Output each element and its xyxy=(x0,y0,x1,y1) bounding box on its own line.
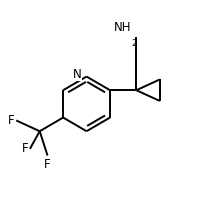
Text: F: F xyxy=(44,158,51,170)
Text: F: F xyxy=(21,142,28,155)
Text: F: F xyxy=(8,114,14,127)
Text: N: N xyxy=(73,68,82,81)
Text: 2: 2 xyxy=(132,39,138,48)
Text: NH: NH xyxy=(114,21,132,34)
